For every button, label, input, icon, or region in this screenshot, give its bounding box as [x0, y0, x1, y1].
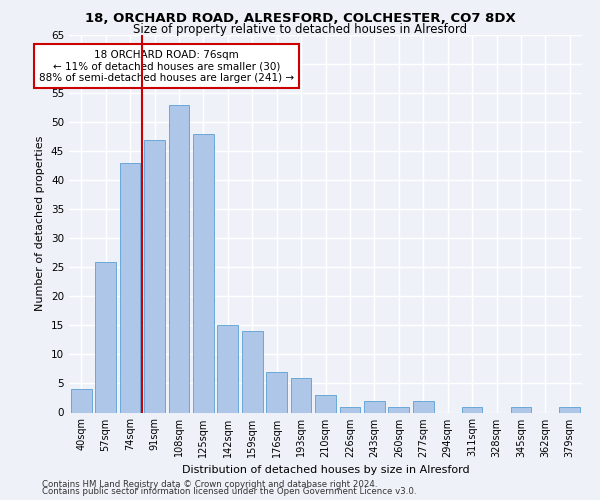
X-axis label: Distribution of detached houses by size in Alresford: Distribution of detached houses by size … [182, 465, 469, 475]
Bar [144, 140, 165, 412]
Bar [461, 406, 482, 412]
Bar [71, 390, 92, 412]
Y-axis label: Number of detached properties: Number of detached properties [35, 136, 46, 312]
Text: 18 ORCHARD ROAD: 76sqm
← 11% of detached houses are smaller (30)
88% of semi-det: 18 ORCHARD ROAD: 76sqm ← 11% of detached… [39, 50, 294, 82]
Bar [315, 395, 336, 412]
Bar [242, 331, 263, 412]
Bar [290, 378, 311, 412]
Bar [511, 406, 532, 412]
Bar [388, 406, 409, 412]
Bar [340, 406, 361, 412]
Bar [95, 262, 116, 412]
Bar [193, 134, 214, 412]
Bar [413, 401, 434, 412]
Bar [266, 372, 287, 412]
Bar [169, 104, 190, 412]
Bar [119, 163, 140, 412]
Bar [217, 326, 238, 412]
Bar [559, 406, 580, 412]
Text: Contains public sector information licensed under the Open Government Licence v3: Contains public sector information licen… [42, 488, 416, 496]
Bar [364, 401, 385, 412]
Text: Contains HM Land Registry data © Crown copyright and database right 2024.: Contains HM Land Registry data © Crown c… [42, 480, 377, 489]
Text: Size of property relative to detached houses in Alresford: Size of property relative to detached ho… [133, 22, 467, 36]
Text: 18, ORCHARD ROAD, ALRESFORD, COLCHESTER, CO7 8DX: 18, ORCHARD ROAD, ALRESFORD, COLCHESTER,… [85, 12, 515, 26]
